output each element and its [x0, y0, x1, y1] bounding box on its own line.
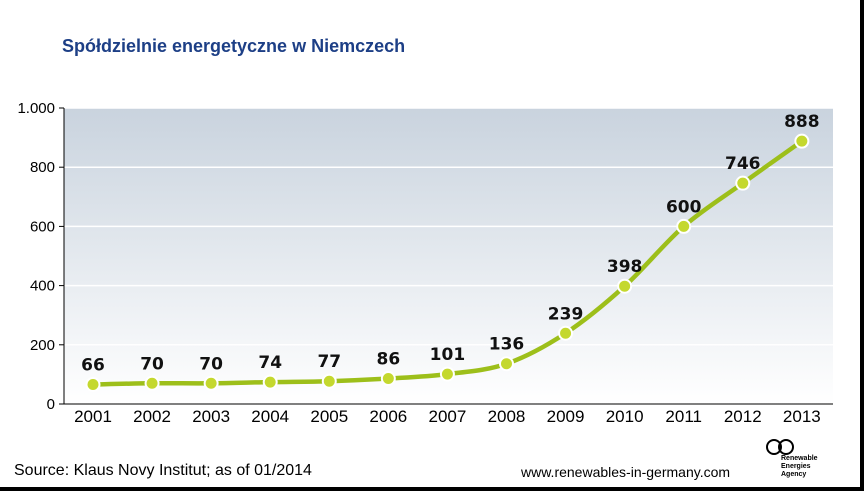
chart-title: Spółdzielnie energetyczne w Niemczech [62, 36, 406, 56]
data-point [144, 375, 160, 391]
data-label: 70 [199, 354, 223, 374]
logo-line-2: Energies [781, 463, 811, 470]
data-point [794, 133, 810, 149]
x-tick-label: 2007 [429, 407, 467, 426]
data-point [676, 218, 692, 234]
data-label: 239 [548, 304, 584, 324]
y-tick-label: 200 [30, 337, 55, 354]
data-point [203, 375, 219, 391]
logo-line-3: Agency [781, 471, 807, 478]
x-tick-label: 2012 [724, 407, 762, 426]
y-tick-label: 0 [47, 396, 55, 413]
data-label: 136 [489, 335, 525, 355]
data-point [85, 376, 101, 392]
data-label: 398 [607, 257, 643, 277]
data-label: 746 [725, 154, 761, 174]
y-tick-label: 400 [30, 278, 55, 295]
data-label: 77 [317, 352, 341, 372]
data-label: 101 [430, 345, 466, 365]
data-label: 66 [81, 355, 105, 375]
x-tick-label: 2005 [310, 407, 348, 426]
x-tick-label: 2006 [369, 407, 407, 426]
data-point [321, 373, 337, 389]
data-point [262, 374, 278, 390]
data-point [380, 371, 396, 387]
y-tick-label: 600 [30, 218, 55, 235]
x-tick-label: 2008 [488, 407, 526, 426]
x-tick-label: 2009 [547, 407, 585, 426]
agency-logo-text: Renewable Energies Agency [781, 455, 841, 479]
logo-line-1: Renewable [781, 455, 818, 462]
website-link[interactable]: www.renewables-in-germany.com [521, 464, 731, 480]
data-label: 86 [377, 350, 401, 370]
data-point [558, 325, 574, 341]
data-point [498, 356, 514, 372]
source-note: Source: Klaus Novy Institut; as of 01/20… [14, 462, 312, 479]
infinity-logo-icon [766, 439, 794, 455]
plot-area [64, 108, 833, 404]
data-point [617, 278, 633, 294]
data-label: 74 [258, 353, 282, 373]
data-label: 888 [784, 112, 820, 132]
x-tick-label: 2010 [606, 407, 644, 426]
data-point [439, 366, 455, 382]
x-tick-label: 2003 [192, 407, 230, 426]
y-tick-label: 1.000 [17, 100, 55, 117]
data-label: 600 [666, 197, 702, 217]
x-tick-label: 2013 [783, 407, 821, 426]
data-label: 70 [140, 354, 164, 374]
x-tick-label: 2004 [251, 407, 289, 426]
x-tick-label: 2011 [665, 407, 702, 426]
x-tick-label: 2002 [133, 407, 171, 426]
data-point [735, 175, 751, 191]
x-tick-label: 2001 [74, 407, 112, 426]
y-tick-label: 800 [30, 159, 55, 176]
